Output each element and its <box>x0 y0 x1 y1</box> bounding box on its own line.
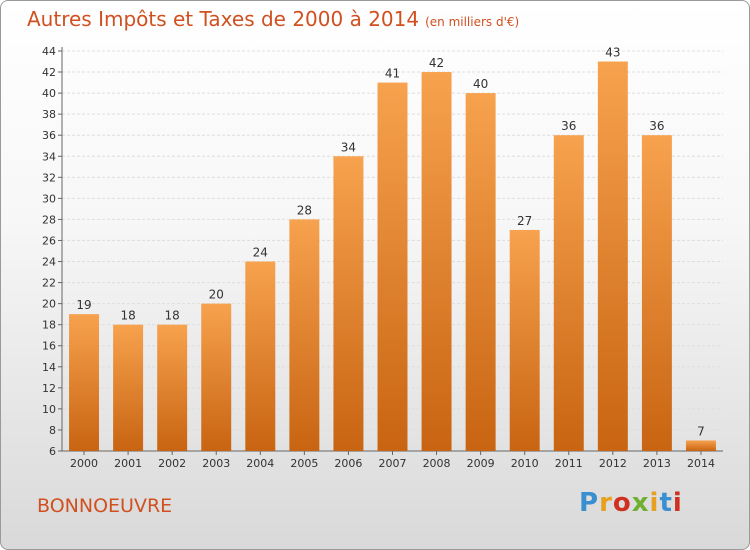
y-tick-label: 30 <box>42 192 56 205</box>
y-tick-label: 32 <box>42 171 56 184</box>
bar <box>685 440 716 451</box>
x-tick-label: 2002 <box>158 457 186 470</box>
bar <box>245 261 276 451</box>
bar <box>157 324 188 451</box>
x-tick-label: 2009 <box>467 457 495 470</box>
bar-value-label: 18 <box>165 309 180 323</box>
x-tick-label: 2006 <box>334 457 362 470</box>
bar <box>201 303 232 451</box>
bar <box>113 324 144 451</box>
bar-value-label: 40 <box>473 77 488 91</box>
y-tick-label: 16 <box>42 340 56 353</box>
x-tick-label: 2013 <box>643 457 671 470</box>
bar <box>465 93 496 452</box>
y-tick-label: 20 <box>42 298 56 311</box>
bar <box>421 72 452 451</box>
bar-value-label: 34 <box>341 140 356 154</box>
proxiti-logo: Proxiti <box>579 488 683 518</box>
bar <box>377 82 408 451</box>
x-tick-label: 2014 <box>687 457 715 470</box>
y-tick-label: 10 <box>42 403 56 416</box>
bar-value-label: 28 <box>297 203 312 217</box>
bar <box>333 156 364 451</box>
y-tick-label: 6 <box>49 445 56 458</box>
bar-value-label: 43 <box>605 46 620 60</box>
x-tick-label: 2004 <box>246 457 274 470</box>
labels: 6 8 10 12 14 16 18 20 22 24 26 28 30 32 34 36 38 40 42 44 19… <box>42 45 715 470</box>
logo-letter: i <box>649 488 660 518</box>
bar-value-label: 27 <box>517 214 532 228</box>
y-tick-label: 28 <box>42 213 56 226</box>
commune-name: BONNOEUVRE <box>37 495 173 517</box>
y-tick-label: 34 <box>42 150 56 163</box>
logo-letter: P <box>579 488 600 518</box>
y-tick-label: 26 <box>42 234 56 247</box>
bar-value-label: 36 <box>561 119 576 133</box>
x-tick-label: 2012 <box>599 457 627 470</box>
bar-value-label: 20 <box>209 288 224 302</box>
bar-value-label: 41 <box>385 67 400 81</box>
bar-value-label: 24 <box>253 246 268 260</box>
logo-letter: t <box>659 488 673 518</box>
bar-value-label: 18 <box>120 309 135 323</box>
x-tick-label: 2000 <box>70 457 98 470</box>
y-tick-label: 38 <box>42 108 56 121</box>
x-tick-label: 2003 <box>202 457 230 470</box>
x-tick-label: 2008 <box>423 457 451 470</box>
logo-letter: o <box>612 488 632 518</box>
x-tick-label: 2011 <box>555 457 583 470</box>
bar <box>597 61 628 452</box>
bars <box>69 61 716 452</box>
bar-value-label: 42 <box>429 56 444 70</box>
y-tick-label: 42 <box>42 66 56 79</box>
x-tick-label: 2005 <box>290 457 318 470</box>
x-tick-label: 2010 <box>511 457 539 470</box>
y-tick-label: 36 <box>42 129 56 142</box>
y-tick-label: 24 <box>42 256 56 269</box>
y-tick-label: 40 <box>42 87 56 100</box>
y-tick-label: 44 <box>42 45 56 58</box>
x-tick-label: 2007 <box>379 457 407 470</box>
chart-title: Autres Impôts et Taxes de 2000 à 2014 (en… <box>27 7 519 31</box>
bar <box>509 229 540 451</box>
bar <box>553 135 584 452</box>
y-tick-label: 22 <box>42 277 56 290</box>
logo-letter: r <box>599 488 613 518</box>
x-tick-label: 2001 <box>114 457 142 470</box>
bar <box>641 135 672 452</box>
y-tick-label: 18 <box>42 319 56 332</box>
y-tick-label: 14 <box>42 361 56 374</box>
chart-subtitle: (en milliers d'€) <box>425 15 520 29</box>
chart-title-text: Autres Impôts et Taxes de 2000 à 2014 <box>27 7 420 31</box>
bar-value-label: 19 <box>76 298 91 312</box>
y-tick-label: 12 <box>42 382 56 395</box>
bar-value-label: 7 <box>697 424 705 438</box>
bar-value-label: 36 <box>649 119 664 133</box>
logo-letter: i <box>672 488 683 518</box>
bar <box>289 219 320 451</box>
bar <box>69 314 100 451</box>
logo-letter: x <box>631 488 650 518</box>
y-tick-label: 8 <box>49 424 56 437</box>
